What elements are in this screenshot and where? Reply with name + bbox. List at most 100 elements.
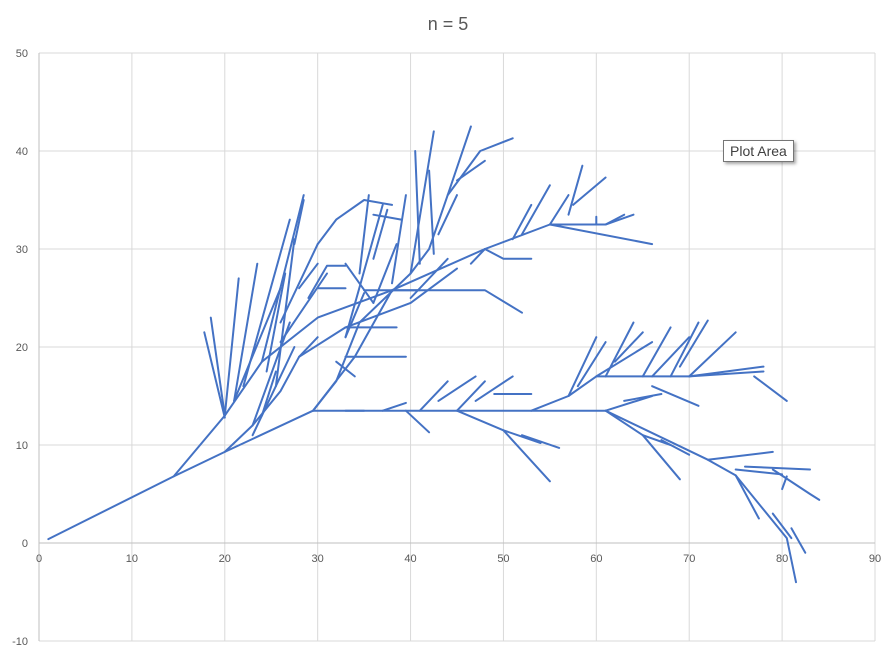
series-line-segment[interactable]: [567, 336, 598, 397]
series-line-segment[interactable]: [678, 319, 709, 368]
series-line-segment[interactable]: [771, 512, 793, 540]
series-line-segment[interactable]: [344, 262, 375, 304]
series-line-segment[interactable]: [223, 277, 240, 417]
series-line-segment[interactable]: [358, 194, 370, 275]
series-line-segment[interactable]: [437, 194, 458, 236]
series-line-segment[interactable]: [428, 169, 435, 255]
series-line-segment[interactable]: [781, 475, 788, 491]
series-line-segment[interactable]: [744, 465, 811, 471]
series-line-segment[interactable]: [771, 468, 821, 501]
series-line-segment[interactable]: [734, 474, 760, 520]
series-line-segment[interactable]: [312, 137, 514, 412]
series-line-segment[interactable]: [521, 434, 561, 449]
series-line-segment[interactable]: [651, 336, 691, 378]
series-line-segment[interactable]: [521, 184, 551, 236]
series-line-segment[interactable]: [483, 248, 533, 260]
series-line-segment[interactable]: [414, 150, 421, 265]
series-line-segment[interactable]: [706, 450, 774, 461]
series-line-segment[interactable]: [293, 199, 305, 246]
series-line-segment[interactable]: [595, 341, 654, 378]
series-line-segment[interactable]: [790, 527, 807, 554]
series-line-segment[interactable]: [223, 267, 458, 453]
tick-labels: 0 10 20 30 40 50 60 70 80 90 -10 0 10 20 30 40 50: [12, 48, 881, 648]
series-line-segment[interactable]: [203, 331, 226, 419]
series-line-segment[interactable]: [669, 321, 700, 378]
series-line-segment[interactable]: [372, 243, 398, 304]
series-line-segment[interactable]: [233, 287, 282, 402]
series-line-segment[interactable]: [344, 203, 384, 339]
series-line-segment[interactable]: [316, 199, 393, 246]
series-line-segment[interactable]: [548, 194, 570, 226]
series-line-segment[interactable]: [572, 176, 607, 206]
y-tick-label: 0: [22, 538, 28, 550]
series-line-segment[interactable]: [260, 194, 305, 363]
series-line-segment[interactable]: [209, 316, 226, 417]
x-tick-label: 50: [497, 553, 509, 565]
x-tick-label: 10: [126, 553, 138, 565]
series-line-segment[interactable]: [734, 468, 784, 476]
series-line-segment[interactable]: [307, 264, 347, 299]
x-tick-label: 40: [404, 553, 416, 565]
x-tick-label: 80: [776, 553, 788, 565]
series-line-segment[interactable]: [233, 262, 259, 402]
plot-series[interactable]: [47, 125, 821, 584]
series-line-segment[interactable]: [372, 213, 403, 221]
series-line-segment[interactable]: [641, 434, 681, 481]
series-line-segment[interactable]: [409, 257, 449, 299]
series-line-segment[interactable]: [469, 248, 486, 265]
series-line-segment[interactable]: [456, 159, 486, 182]
series-line-segment[interactable]: [660, 439, 691, 456]
x-tick-label: 20: [219, 553, 231, 565]
series-line-segment[interactable]: [474, 375, 514, 402]
series-line-segment[interactable]: [576, 341, 607, 388]
series-line-segment[interactable]: [298, 336, 319, 358]
series-line-segment[interactable]: [418, 380, 449, 412]
series-line-segment[interactable]: [437, 375, 477, 402]
series-line-segment[interactable]: [404, 409, 431, 434]
y-tick-label: 50: [16, 48, 28, 60]
series-line-segment[interactable]: [613, 331, 644, 363]
series-line-segment[interactable]: [604, 321, 635, 378]
series-line-segment[interactable]: [511, 203, 533, 241]
series-line-segment[interactable]: [298, 262, 319, 290]
series-line-segment[interactable]: [446, 125, 472, 197]
axes: [38, 53, 875, 641]
series-line-segment[interactable]: [279, 243, 319, 324]
x-tick-label: 30: [312, 553, 324, 565]
y-tick-label: 10: [16, 440, 28, 452]
series-line-segment[interactable]: [279, 272, 328, 344]
series-line-segment[interactable]: [688, 331, 737, 378]
chart-title: n = 5: [427, 14, 469, 34]
series-line-segment[interactable]: [604, 213, 635, 226]
x-tick-label: 0: [36, 553, 42, 565]
y-tick-label: 30: [16, 244, 28, 256]
series-line-segment[interactable]: [260, 370, 277, 417]
series-line-segment[interactable]: [548, 213, 626, 226]
series-line-segment[interactable]: [265, 272, 287, 373]
series-line-segment[interactable]: [651, 385, 700, 407]
series-line-segment[interactable]: [335, 360, 356, 378]
series-line-segment[interactable]: [391, 194, 407, 285]
series-line-segment[interactable]: [688, 365, 765, 378]
series-line-segment[interactable]: [381, 401, 407, 412]
series-1[interactable]: [47, 125, 821, 584]
series-line-segment[interactable]: [409, 130, 435, 275]
series-line-segment[interactable]: [641, 326, 672, 378]
series-line-segment[interactable]: [251, 321, 291, 427]
series-line-segment[interactable]: [372, 208, 389, 260]
x-tick-label: 60: [590, 553, 602, 565]
x-tick-label: 70: [683, 553, 695, 565]
y-tick-label: -10: [12, 636, 28, 648]
series-line-segment[interactable]: [753, 375, 788, 402]
series-line-segment[interactable]: [456, 380, 486, 412]
series-line-segment[interactable]: [502, 429, 542, 444]
series-line-segment[interactable]: [623, 393, 663, 402]
series-line-segment[interactable]: [604, 395, 654, 412]
series-line-segment[interactable]: [530, 370, 765, 412]
y-tick-label: 20: [16, 342, 28, 354]
x-tick-label: 90: [869, 553, 881, 565]
series-line-segment[interactable]: [251, 346, 296, 437]
y-tick-label: 40: [16, 146, 28, 158]
series-line-segment[interactable]: [567, 164, 584, 216]
